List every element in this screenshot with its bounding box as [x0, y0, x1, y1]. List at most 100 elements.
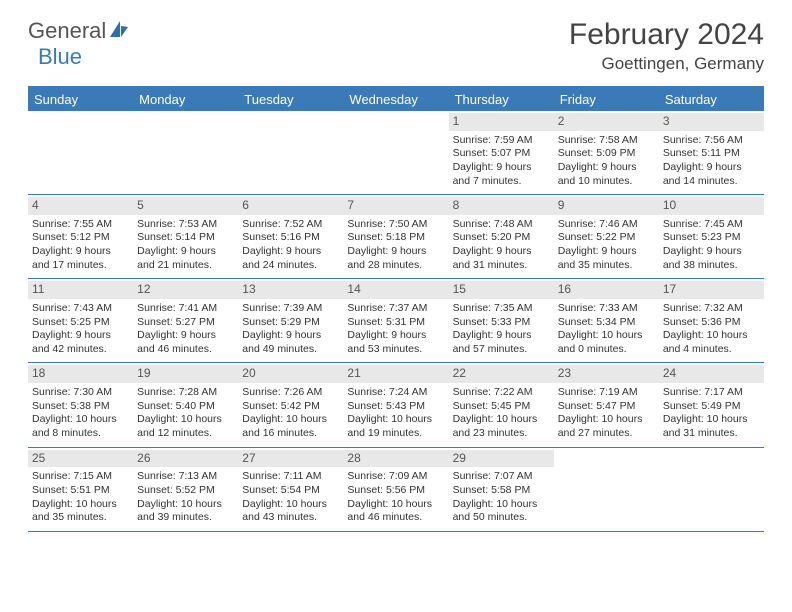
sunset-text: Sunset: 5:11 PM	[663, 147, 760, 161]
day-cell: 4 Sunrise: 7:55 AMSunset: 5:12 PMDaylight…	[28, 195, 133, 278]
sunrise-text: Sunrise: 7:15 AM	[32, 470, 129, 484]
sunrise-text: Sunrise: 7:46 AM	[558, 218, 655, 232]
sunset-text: Sunset: 5:12 PM	[32, 231, 129, 245]
day-number: 20	[238, 365, 343, 383]
sunset-text: Sunset: 5:51 PM	[32, 484, 129, 498]
day-cell: 14Sunrise: 7:37 AMSunset: 5:31 PMDayligh…	[343, 279, 448, 362]
day-cell: 22 Sunrise: 7:22 AMSunset: 5:45 PMDayligh…	[449, 363, 554, 446]
day-cell: 20Sunrise: 7:26 AMSunset: 5:42 PMDayligh…	[238, 363, 343, 446]
day-number: 6	[238, 197, 343, 215]
day-cell	[238, 111, 343, 194]
daylight-text: Daylight: 9 hours and 24 minutes.	[242, 245, 339, 272]
daylight-text: Daylight: 9 hours and 38 minutes.	[663, 245, 760, 272]
daylight-text: Daylight: 9 hours and 28 minutes.	[347, 245, 444, 272]
sunset-text: Sunset: 5:31 PM	[347, 316, 444, 330]
daylight-text: Daylight: 10 hours and 23 minutes.	[453, 413, 550, 440]
daylight-text: Daylight: 10 hours and 8 minutes.	[32, 413, 129, 440]
day-cell	[343, 111, 448, 194]
daylight-text: Daylight: 9 hours and 17 minutes.	[32, 245, 129, 272]
sunset-text: Sunset: 5:34 PM	[558, 316, 655, 330]
sunset-text: Sunset: 5:25 PM	[32, 316, 129, 330]
dayname-thursday: Thursday	[449, 88, 554, 111]
day-number: 9	[554, 197, 659, 215]
week-row: 1Sunrise: 7:59 AMSunset: 5:07 PMDaylight…	[28, 111, 764, 195]
day-number: 11	[28, 281, 133, 299]
day-number: 4	[28, 197, 133, 215]
day-cell: 25Sunrise: 7:15 AMSunset: 5:51 PMDayligh…	[28, 448, 133, 531]
day-number: 1	[449, 113, 554, 131]
day-number: 3	[659, 113, 764, 131]
day-cell: 19Sunrise: 7:28 AMSunset: 5:40 PMDayligh…	[133, 363, 238, 446]
sail-icon	[108, 19, 130, 44]
daylight-text: Daylight: 9 hours and 7 minutes.	[453, 161, 550, 188]
day-number: 25	[28, 450, 133, 468]
sunset-text: Sunset: 5:56 PM	[347, 484, 444, 498]
day-cell: 17Sunrise: 7:32 AMSunset: 5:36 PMDayligh…	[659, 279, 764, 362]
daylight-text: Daylight: 10 hours and 16 minutes.	[242, 413, 339, 440]
day-cell: 2Sunrise: 7:58 AMSunset: 5:09 PMDaylight…	[554, 111, 659, 194]
sunset-text: Sunset: 5:07 PM	[453, 147, 550, 161]
daylight-text: Daylight: 9 hours and 31 minutes.	[453, 245, 550, 272]
sunset-text: Sunset: 5:42 PM	[242, 400, 339, 414]
sunrise-text: Sunrise: 7:52 AM	[242, 218, 339, 232]
day-cell	[554, 448, 659, 531]
sunset-text: Sunset: 5:49 PM	[663, 400, 760, 414]
logo-text-blue: Blue	[38, 44, 82, 69]
header: General February 2024 Goettingen, German…	[28, 18, 764, 74]
day-cell: 21Sunrise: 7:24 AMSunset: 5:43 PMDayligh…	[343, 363, 448, 446]
week-row: 25 Sunrise: 7:15 AMSunset: 5:51 PM Dayligh…	[28, 448, 764, 532]
sunset-text: Sunset: 5:54 PM	[242, 484, 339, 498]
daylight-text: Daylight: 9 hours and 49 minutes.	[242, 329, 339, 356]
daylight-text: Daylight: 9 hours and 35 minutes.	[558, 245, 655, 272]
day-cell	[133, 111, 238, 194]
day-cell: 9 Sunrise: 7:46 AMSunset: 5:22 PMDaylight…	[554, 195, 659, 278]
daylight-text: Daylight: 10 hours and 50 minutes.	[453, 498, 550, 525]
sunrise-text: Sunrise: 7:58 AM	[558, 134, 655, 148]
sunset-text: Sunset: 5:27 PM	[137, 316, 234, 330]
daylight-text: Daylight: 10 hours and 19 minutes.	[347, 413, 444, 440]
day-number: 29	[449, 450, 554, 468]
sunrise-text: Sunrise: 7:56 AM	[663, 134, 760, 148]
sunrise-text: Sunrise: 7:33 AM	[558, 302, 655, 316]
sunset-text: Sunset: 5:38 PM	[32, 400, 129, 414]
sunset-text: Sunset: 5:18 PM	[347, 231, 444, 245]
location: Goettingen, Germany	[569, 54, 764, 74]
day-cell: 15Sunrise: 7:35 AMSunset: 5:33 PMDayligh…	[449, 279, 554, 362]
sunset-text: Sunset: 5:33 PM	[453, 316, 550, 330]
day-cell: 7Sunrise: 7:50 AMSunset: 5:18 PMDaylight…	[343, 195, 448, 278]
sunrise-text: Sunrise: 7:41 AM	[137, 302, 234, 316]
day-cell: 11Sunrise: 7:43 AMSunset: 5:25 PMDayligh…	[28, 279, 133, 362]
day-number: 5	[133, 197, 238, 215]
sunrise-text: Sunrise: 7:22 AM	[453, 386, 550, 400]
day-number: 2	[554, 113, 659, 131]
day-number: 23	[554, 365, 659, 383]
day-number: 22	[449, 365, 554, 383]
day-cell: 10Sunrise: 7:45 AMSunset: 5:23 PMDayligh…	[659, 195, 764, 278]
day-cell: 5Sunrise: 7:53 AMSunset: 5:14 PMDaylight…	[133, 195, 238, 278]
day-number: 13	[238, 281, 343, 299]
daylight-text: Daylight: 10 hours and 4 minutes.	[663, 329, 760, 356]
dayname-sunday: Sunday	[28, 88, 133, 111]
daylight-text: Daylight: 9 hours and 42 minutes.	[32, 329, 129, 356]
daylight-text: Daylight: 10 hours and 43 minutes.	[242, 498, 339, 525]
sunset-text: Sunset: 5:23 PM	[663, 231, 760, 245]
sunrise-text: Sunrise: 7:55 AM	[32, 218, 129, 232]
day-number: 7	[343, 197, 448, 215]
day-cell: 16Sunrise: 7:33 AMSunset: 5:34 PMDayligh…	[554, 279, 659, 362]
sunset-text: Sunset: 5:16 PM	[242, 231, 339, 245]
daylight-text: Daylight: 9 hours and 14 minutes.	[663, 161, 760, 188]
day-number: 14	[343, 281, 448, 299]
sunset-text: Sunset: 5:45 PM	[453, 400, 550, 414]
sunrise-text: Sunrise: 7:07 AM	[453, 470, 550, 484]
sunrise-text: Sunrise: 7:37 AM	[347, 302, 444, 316]
calendar: SundayMondayTuesdayWednesdayThursdayFrid…	[28, 86, 764, 532]
sunset-text: Sunset: 5:22 PM	[558, 231, 655, 245]
sunrise-text: Sunrise: 7:13 AM	[137, 470, 234, 484]
day-number: 12	[133, 281, 238, 299]
daylight-text: Daylight: 9 hours and 21 minutes.	[137, 245, 234, 272]
day-cell: 18Sunrise: 7:30 AMSunset: 5:38 PMDayligh…	[28, 363, 133, 446]
daylight-text: Daylight: 9 hours and 46 minutes.	[137, 329, 234, 356]
day-number: 16	[554, 281, 659, 299]
day-number: 15	[449, 281, 554, 299]
day-number: 26	[133, 450, 238, 468]
